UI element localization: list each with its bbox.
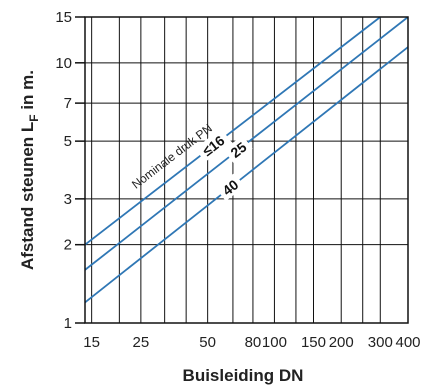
- series-label-bg: [223, 135, 253, 164]
- x-tick-layer: 15 25 50 80 100 150 200 300 400: [83, 334, 420, 351]
- x-axis-title: Buisleiding DN: [183, 366, 304, 385]
- series-layer: [84, 16, 409, 304]
- series-label-bg: [215, 173, 245, 202]
- x-tick-label: 100: [262, 334, 287, 351]
- y-tick-label: 10: [55, 55, 72, 72]
- series-label-group: 25: [223, 135, 253, 164]
- y-tick-layer: 1 2 3 5 7 10 15: [55, 9, 85, 332]
- series-label-group: 40: [215, 173, 245, 202]
- grid-layer: [85, 16, 409, 324]
- y-axis-title: Afstand steunen LF in m.: [18, 70, 41, 270]
- x-tick-label: 300: [368, 334, 393, 351]
- y-tick-label: 15: [55, 9, 72, 26]
- x-tick-label: 50: [199, 334, 216, 351]
- x-tick-label: 15: [83, 334, 100, 351]
- x-tick-label: 200: [329, 334, 354, 351]
- y-tick-label: 5: [64, 133, 72, 150]
- x-tick-label: 25: [133, 334, 150, 351]
- series-line: [84, 16, 381, 246]
- y-axis-title-tail: in m.: [18, 70, 37, 114]
- y-tick-label: 7: [64, 95, 72, 112]
- x-tick-label: 400: [395, 334, 420, 351]
- x-tick-label: 150: [301, 334, 326, 351]
- y-tick-label: 3: [64, 191, 72, 208]
- series-label-bg: [194, 128, 232, 163]
- y-axis-title-subscript: F: [27, 114, 41, 121]
- y-axis-title-main: Afstand steunen L: [18, 122, 37, 270]
- y-tick-label: 1: [64, 315, 72, 332]
- series-line: [84, 46, 409, 304]
- y-tick-label: 2: [64, 237, 72, 254]
- plot-frame: [84, 16, 409, 324]
- x-tick-label: 80: [245, 334, 262, 351]
